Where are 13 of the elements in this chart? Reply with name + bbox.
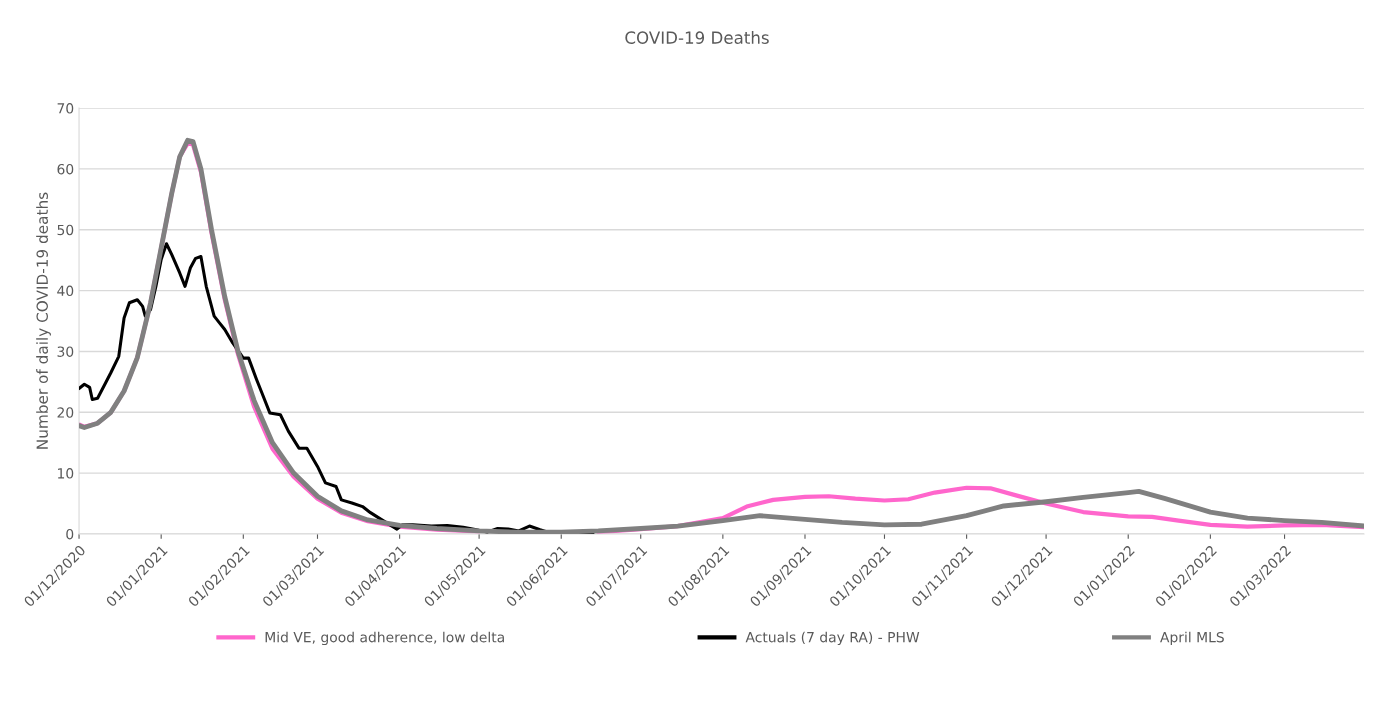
y-tick-label: 0 — [66, 528, 74, 540]
legend-label: Actuals (7 day RA) - PHW — [745, 631, 920, 646]
y-axis-title: Number of daily COVID-19 deaths — [36, 192, 51, 449]
y-tick-label: 20 — [57, 407, 74, 418]
y-tick-label: 10 — [58, 468, 74, 479]
y-tick-label: 60 — [57, 163, 74, 175]
y-tick-label: 30 — [57, 346, 74, 357]
chart-title: COVID-19 Deaths — [625, 31, 769, 44]
legend-label: April MLS — [1160, 631, 1224, 646]
y-tick-label: 70 — [57, 103, 74, 114]
y-tick-label: 40 — [57, 285, 74, 297]
y-tick-label: 50 — [57, 224, 74, 236]
legend-label: Mid VE, good adherence, low delta — [265, 631, 504, 646]
